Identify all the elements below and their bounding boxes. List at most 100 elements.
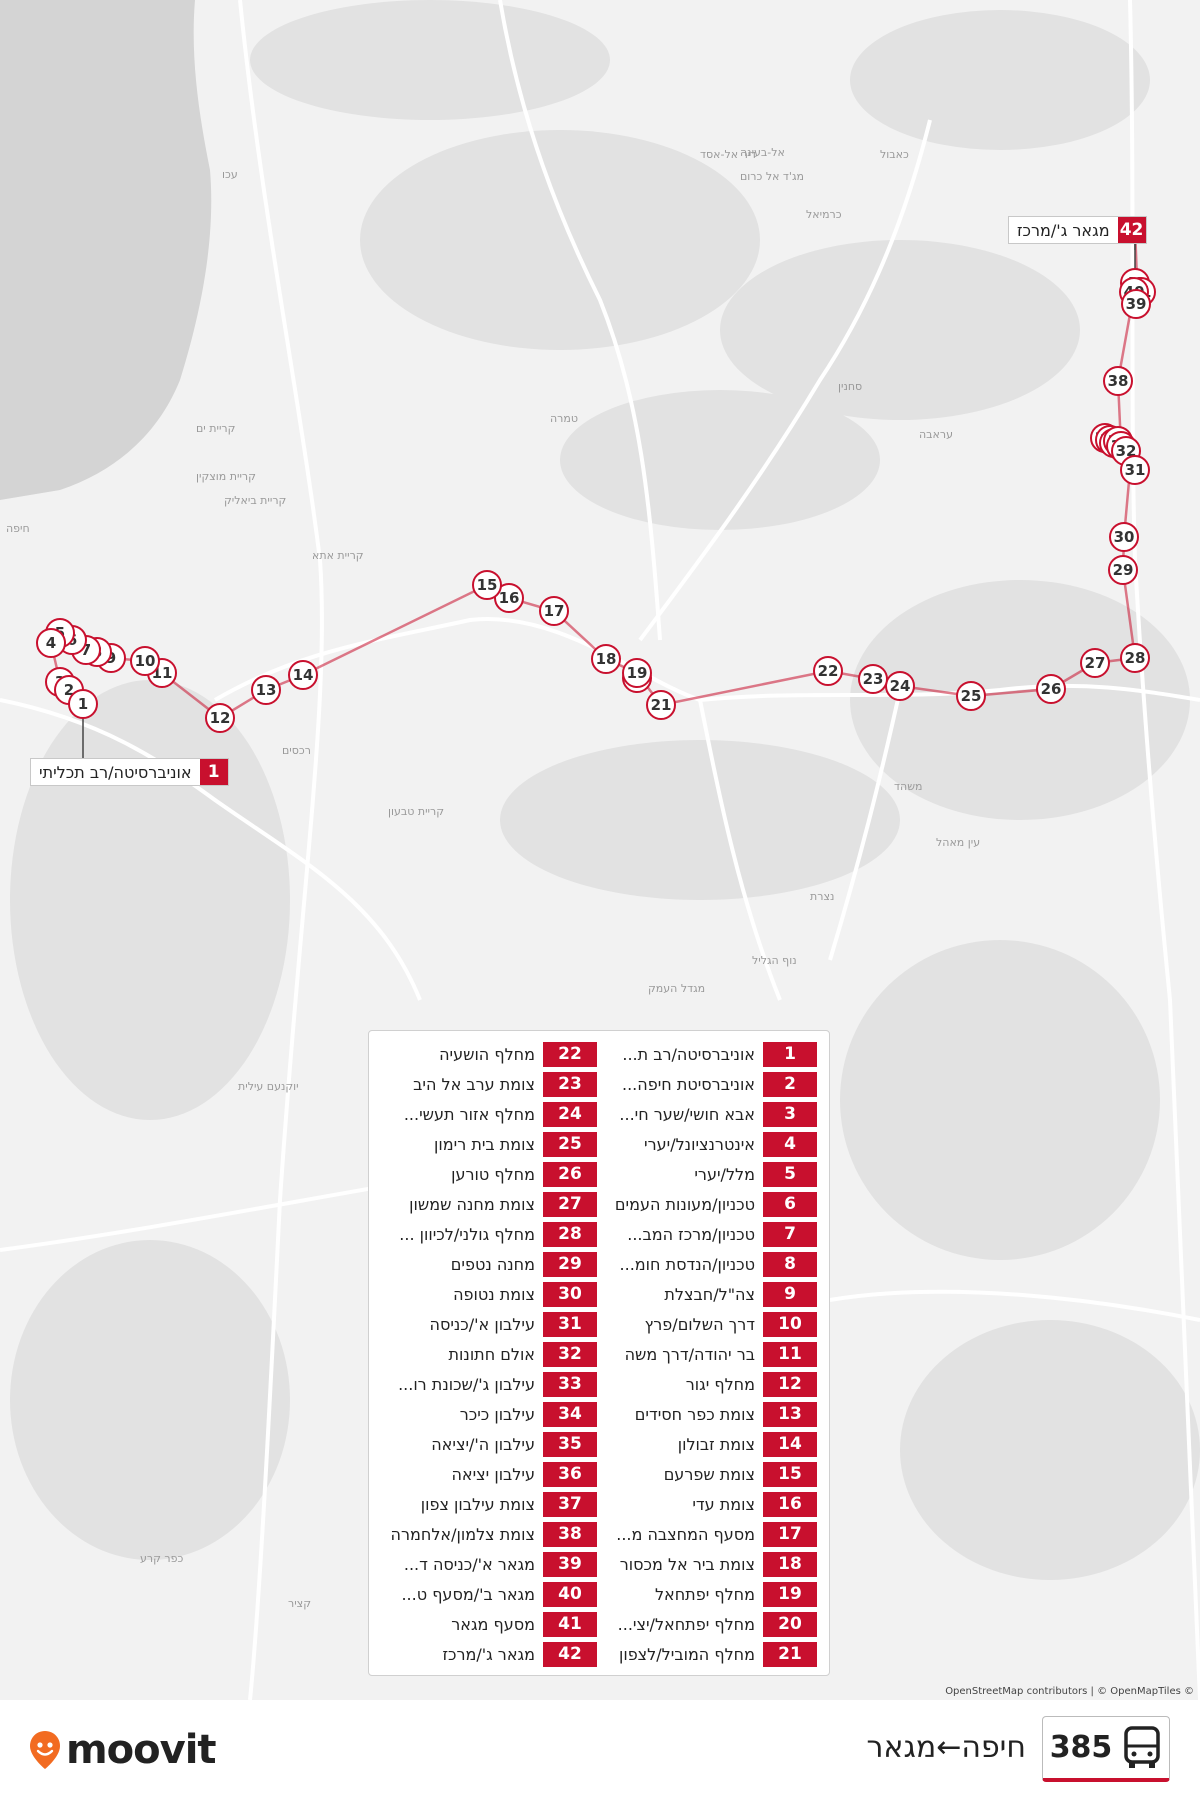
legend-row[interactable]: 9 צה"ל/חבצלת (597, 1279, 817, 1309)
legend-row[interactable]: 15 צומת שפרעם (597, 1459, 817, 1489)
callout-end[interactable]: 42 מגאר ג'/מרכז (1008, 216, 1147, 244)
legend-row[interactable]: 25 צומת בית רימון (377, 1129, 597, 1159)
legend-row[interactable]: 2 אוניברסיטת חיפה... (597, 1069, 817, 1099)
place-label: עכו (222, 168, 238, 181)
route-badge[interactable]: 385 (1042, 1716, 1170, 1782)
place-label: נוף הגליל (752, 954, 797, 967)
legend-stop-name: מגאר א'/כניסה ד... (403, 1554, 535, 1574)
legend-row[interactable]: 6 טכניון/מעונות העמים (597, 1189, 817, 1219)
legend-stop-number: 31 (543, 1311, 597, 1337)
place-label: קריית ים (196, 422, 236, 435)
stop-marker[interactable]: 17 (539, 596, 569, 626)
legend-row[interactable]: 3 אבא חושי/שער חי... (597, 1099, 817, 1129)
stop-marker[interactable]: 24 (885, 671, 915, 701)
legend-stop-number: 34 (543, 1401, 597, 1427)
legend-stop-name: מחלף גולני/לכיוון ... (399, 1224, 535, 1244)
legend-row[interactable]: 39 מגאר א'/כניסה ד... (377, 1549, 597, 1579)
legend-row[interactable]: 8 טכניון/הנדסת חומ... (597, 1249, 817, 1279)
legend-row[interactable]: 31 עילבון א'/כניסה (377, 1309, 597, 1339)
legend-row[interactable]: 26 מחלף טורען (377, 1159, 597, 1189)
legend-row[interactable]: 14 צומת זבולון (597, 1429, 817, 1459)
legend-row[interactable]: 33 עילבון ג'/שכונת רו... (377, 1369, 597, 1399)
legend-row[interactable]: 11 בר יהודה/דרך משה (597, 1339, 817, 1369)
legend-row[interactable]: 5 מלל/יערי (597, 1159, 817, 1189)
stop-marker[interactable]: 22 (813, 656, 843, 686)
legend-stop-number: 23 (543, 1071, 597, 1097)
stop-marker[interactable]: 28 (1120, 643, 1150, 673)
legend-row[interactable]: 42 מגאר ג'/מרכז (377, 1639, 597, 1669)
legend-stop-number: 37 (543, 1491, 597, 1517)
stop-marker[interactable]: 27 (1080, 648, 1110, 678)
legend-row[interactable]: 17 מסעף המחצבה מ... (597, 1519, 817, 1549)
map-attribution[interactable]: OpenStreetMap contributors | © OpenMapTi… (945, 1686, 1194, 1697)
legend-stop-name: צומת זבולון (677, 1434, 755, 1454)
place-label: משהד (894, 780, 923, 793)
legend-row[interactable]: 36 עילבון יציאה (377, 1459, 597, 1489)
legend-stop-number: 35 (543, 1431, 597, 1457)
legend-row[interactable]: 4 אינטרנציונל/יערי (597, 1129, 817, 1159)
legend-row[interactable]: 38 צומת צלמון/אלחמרה (377, 1519, 597, 1549)
stop-marker[interactable]: 13 (251, 675, 281, 705)
legend-row[interactable]: 19 מחלף יפתחאל (597, 1579, 817, 1609)
legend-row[interactable]: 23 צומת ערב אל היב (377, 1069, 597, 1099)
legend-stop-name: אוניברסיטת חיפה... (622, 1074, 755, 1094)
legend-row[interactable]: 18 צומת ביר אל מכסור (597, 1549, 817, 1579)
legend-row[interactable]: 35 עילבון ה'/יציאה (377, 1429, 597, 1459)
stop-marker[interactable]: 15 (472, 570, 502, 600)
callout-start[interactable]: 1 אוניברסיטה/רב תכליתי (30, 758, 229, 786)
legend-row[interactable]: 27 צומת מחנה שמשון (377, 1189, 597, 1219)
callout-end-label: מגאר ג'/מרכז (1017, 220, 1110, 240)
legend-row[interactable]: 16 צומת עדי (597, 1489, 817, 1519)
stop-marker[interactable]: 25 (956, 681, 986, 711)
legend-row[interactable]: 12 מחלף יגור (597, 1369, 817, 1399)
legend-row[interactable]: 32 אולם חתונות (377, 1339, 597, 1369)
stop-marker[interactable]: 16 (494, 583, 524, 613)
stop-marker[interactable]: 21 (646, 690, 676, 720)
route-map[interactable]: עכו קריית ים קריית מוצקין קריית ביאליק חיפה ק… (0, 0, 1200, 1700)
legend-stop-number: 12 (763, 1371, 817, 1397)
stop-marker[interactable]: 19 (622, 658, 652, 688)
legend-stop-name: צה"ל/חבצלת (664, 1284, 755, 1304)
legend-row[interactable]: 24 מחלף אזור תעשי... (377, 1099, 597, 1129)
legend-row[interactable]: 20 מחלף יפתחאל/יצי... (597, 1609, 817, 1639)
legend-row[interactable]: 28 מחלף גולני/לכיוון ... (377, 1219, 597, 1249)
stop-marker[interactable]: 29 (1108, 555, 1138, 585)
legend-row[interactable]: 40 מגאר ב'/מסעף ט... (377, 1579, 597, 1609)
stop-marker[interactable]: 18 (591, 644, 621, 674)
legend-row[interactable]: 21 מחלף המוביל/לצפון (597, 1639, 817, 1669)
legend-row[interactable]: 7 טכניון/מרכז המב... (597, 1219, 817, 1249)
legend-row[interactable]: 37 צומת עילבון צפון (377, 1489, 597, 1519)
stop-marker[interactable]: 4 (36, 628, 66, 658)
legend-row[interactable]: 29 מחנה נטפים (377, 1249, 597, 1279)
legend-stop-number: 42 (543, 1641, 597, 1667)
stop-marker[interactable]: 10 (130, 646, 160, 676)
legend-row[interactable]: 22 מחלף הושעיה (377, 1039, 597, 1069)
legend-row[interactable]: 34 עילבון כיכר (377, 1399, 597, 1429)
stop-marker[interactable]: 38 (1103, 366, 1133, 396)
stop-marker[interactable]: 30 (1109, 522, 1139, 552)
legend-stop-number: 6 (763, 1191, 817, 1217)
legend-stop-name: צומת כפר חסידים (634, 1404, 755, 1424)
legend-row[interactable]: 10 דרך השלום/פרץ (597, 1309, 817, 1339)
stop-marker[interactable]: 31 (1120, 455, 1150, 485)
stop-marker[interactable]: 23 (858, 664, 888, 694)
stop-marker[interactable]: 1 (68, 689, 98, 719)
moovit-brand[interactable]: moovit (28, 1727, 217, 1773)
stop-marker[interactable]: 26 (1036, 674, 1066, 704)
place-label: קריית טבעון (388, 805, 445, 818)
stop-marker[interactable]: 14 (288, 660, 318, 690)
stop-marker[interactable]: 12 (205, 703, 235, 733)
legend-row[interactable]: 41 מסעף מגאר (377, 1609, 597, 1639)
legend-stop-name: עילבון כיכר (459, 1404, 535, 1424)
legend-row[interactable]: 30 צומת נטופה (377, 1279, 597, 1309)
legend-stop-number: 15 (763, 1461, 817, 1487)
place-label: קריית ביאליק (224, 494, 287, 507)
legend-row[interactable]: 1 אוניברסיטה/רב ת... (597, 1039, 817, 1069)
legend-stop-name: צומת עדי (692, 1494, 755, 1514)
legend-stop-number: 25 (543, 1131, 597, 1157)
legend-stop-name: מחנה נטפים (450, 1254, 535, 1274)
legend-stop-number: 10 (763, 1311, 817, 1337)
legend-stop-name: מסעף המחצבה מ... (616, 1524, 755, 1544)
stop-marker[interactable]: 39 (1121, 289, 1151, 319)
legend-row[interactable]: 13 צומת כפר חסידים (597, 1399, 817, 1429)
